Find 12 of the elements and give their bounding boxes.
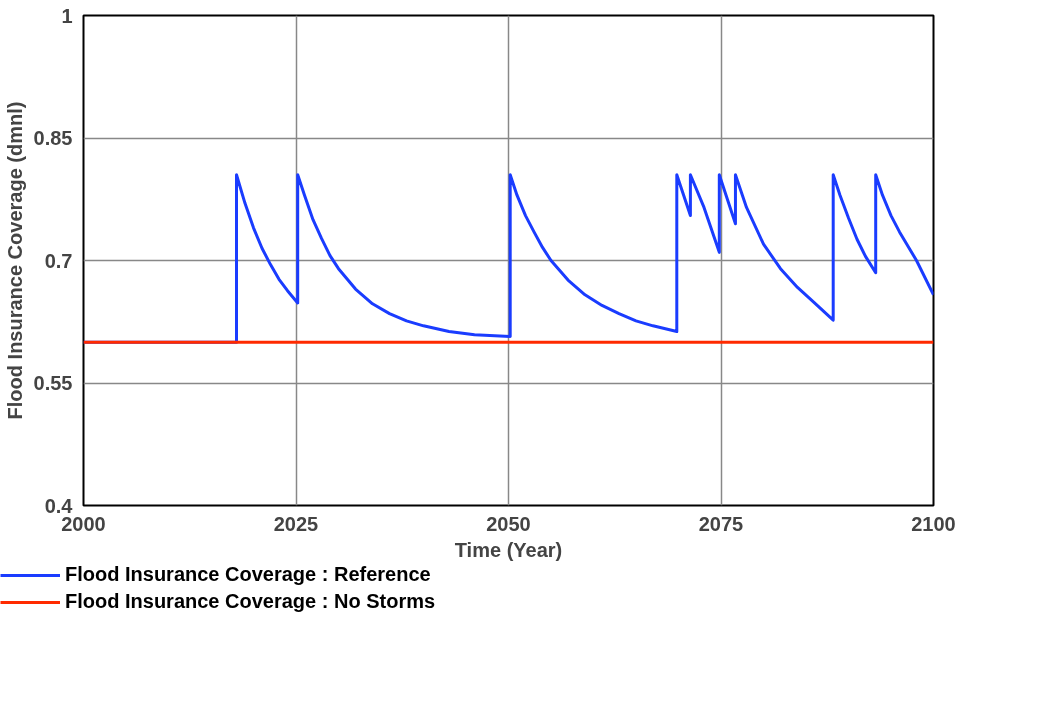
y-tick-label: 0.55 <box>33 372 73 394</box>
x-tick-label: 2050 <box>486 512 531 535</box>
x-tick-label: 2100 <box>911 512 956 535</box>
legend-label: Flood Insurance Coverage : Reference <box>65 563 431 586</box>
y-tick-label: 1 <box>61 4 73 27</box>
x-axis-title: Time (Year) <box>454 538 563 561</box>
y-tick-label: 0.85 <box>33 127 73 149</box>
x-tick-label: 2075 <box>698 512 744 535</box>
legend-label: Flood Insurance Coverage : No Storms <box>65 590 436 613</box>
y-tick-label: 0.7 <box>44 249 73 272</box>
x-tick-label: 2025 <box>273 512 319 535</box>
y-axis-title: Flood Insurance Coverage (dmnl) <box>3 101 26 420</box>
